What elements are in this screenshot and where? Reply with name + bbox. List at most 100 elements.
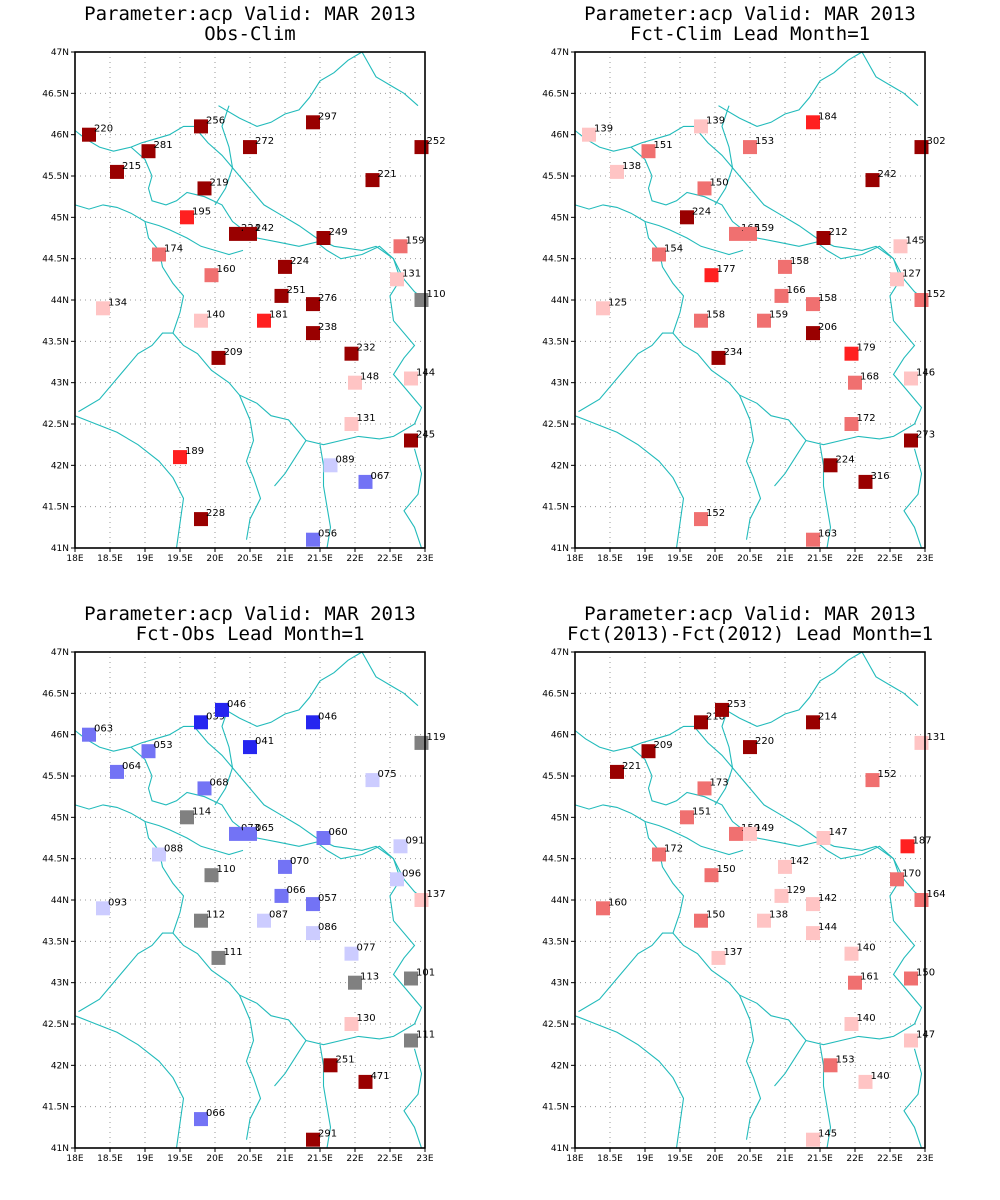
station-marker	[844, 946, 859, 961]
border-line	[218, 51, 363, 127]
station-marker	[194, 715, 208, 730]
x-tick-label: 22.5E	[877, 554, 903, 564]
station-value: 065	[255, 823, 274, 834]
station-value: 252	[427, 136, 446, 147]
y-tick-label: 44.5N	[542, 855, 569, 865]
station-value: 077	[357, 943, 376, 954]
station-marker	[96, 901, 110, 916]
border-line	[144, 821, 185, 934]
y-tick-label: 43.5N	[542, 337, 569, 347]
station-marker	[816, 231, 831, 245]
station-value: 153	[836, 1054, 855, 1065]
station-value: 147	[829, 827, 848, 838]
y-tick-label: 43.5N	[542, 937, 569, 947]
y-tick-label: 44.5N	[42, 255, 69, 265]
station-marker	[194, 313, 208, 328]
x-axis-ticks: 18E 18.5E 19E 19.5E 20E 20.5E 21E 21.5E 22E 22.5E…	[566, 1148, 934, 1164]
y-tick-label: 46.5N	[42, 689, 69, 699]
station-marker	[711, 350, 726, 365]
station-marker	[865, 773, 880, 788]
border-line	[403, 448, 423, 549]
y-tick-label: 47N	[51, 648, 69, 658]
station-value: 075	[378, 769, 397, 780]
station-value: 087	[269, 910, 288, 921]
y-tick-label: 42N	[551, 1061, 569, 1071]
station-marker	[393, 839, 408, 854]
panel-subtitle: Obs-Clim	[204, 23, 296, 45]
station-marker	[743, 226, 757, 241]
x-tick-label: 21.5E	[807, 1154, 833, 1164]
y-tick-label: 45.5N	[42, 172, 69, 182]
station-marker	[704, 268, 719, 283]
border-line	[74, 415, 185, 549]
station-marker	[274, 888, 289, 903]
station-value: 139	[706, 115, 725, 126]
panel-subtitle: Fct-Clim Lead Month=1	[629, 23, 871, 45]
y-tick-label: 46.5N	[542, 89, 569, 99]
station-value: 163	[818, 529, 837, 540]
y-tick-label: 41N	[51, 544, 69, 554]
station-value: 256	[206, 115, 225, 126]
station-value: 281	[154, 140, 173, 151]
station-marker	[194, 913, 208, 928]
border-line	[644, 221, 685, 334]
border-line	[630, 125, 923, 446]
x-tick-label: 19E	[636, 1154, 653, 1164]
y-tick-label: 45N	[51, 813, 69, 823]
station-marker	[890, 872, 904, 887]
station-value: 158	[818, 293, 837, 304]
station-marker	[610, 764, 624, 779]
station-value: 046	[227, 699, 246, 710]
station-marker	[757, 313, 771, 328]
station-marker	[194, 1112, 208, 1127]
station-marker	[806, 926, 820, 941]
station-marker	[694, 913, 708, 928]
station-value: 140	[871, 1071, 890, 1082]
station-value: 187	[913, 835, 932, 846]
station-marker	[904, 1033, 918, 1048]
station-value: 154	[664, 244, 683, 255]
border-line	[574, 730, 632, 752]
station-value: 220	[94, 124, 113, 135]
station-marker	[344, 946, 359, 961]
y-tick-label: 41.5N	[542, 1103, 569, 1113]
station-marker	[390, 272, 404, 287]
y-tick-label: 44.5N	[42, 855, 69, 865]
border-line	[574, 204, 744, 256]
station-marker	[323, 1058, 338, 1073]
station-value: 134	[108, 297, 127, 308]
station-marker	[865, 173, 880, 188]
y-tick-label: 45.5N	[42, 772, 69, 782]
station-value: 209	[654, 740, 673, 751]
border-line	[238, 394, 262, 540]
panel-fct-clim: Parameter:acp Valid: MAR 2013 Fct-Clim L…	[500, 0, 1000, 600]
station-marker	[229, 226, 243, 241]
panel-fct-obs: Parameter:acp Valid: MAR 2013 Fct-Obs Le…	[0, 600, 500, 1200]
station-marker	[197, 781, 212, 796]
y-tick-label: 45N	[551, 213, 569, 223]
y-tick-label: 43.5N	[42, 937, 69, 947]
y-tick-label: 47N	[551, 48, 569, 58]
station-value: 302	[927, 136, 946, 147]
border-line	[74, 1015, 185, 1149]
station-value: 152	[927, 289, 946, 300]
station-value: 060	[329, 827, 348, 838]
gridlines	[75, 52, 425, 548]
border-line	[214, 105, 234, 206]
station-marker	[316, 231, 331, 245]
border-line	[78, 932, 173, 1013]
station-value: 291	[318, 1129, 337, 1140]
y-tick-label: 42.5N	[542, 420, 569, 430]
border-line	[274, 440, 307, 487]
y-tick-label: 44N	[51, 896, 69, 906]
x-tick-label: 18.5E	[97, 554, 123, 564]
x-tick-label: 18.5E	[97, 1154, 123, 1164]
x-tick-label: 20E	[706, 1154, 723, 1164]
y-tick-label: 41.5N	[42, 1103, 69, 1113]
station-marker	[180, 210, 194, 225]
station-value: 096	[402, 868, 421, 879]
x-tick-label: 20.5E	[237, 1154, 263, 1164]
panel-title: Parameter:acp Valid: MAR 2013	[584, 603, 916, 625]
station-marker	[257, 913, 271, 928]
station-value: 144	[818, 922, 837, 933]
